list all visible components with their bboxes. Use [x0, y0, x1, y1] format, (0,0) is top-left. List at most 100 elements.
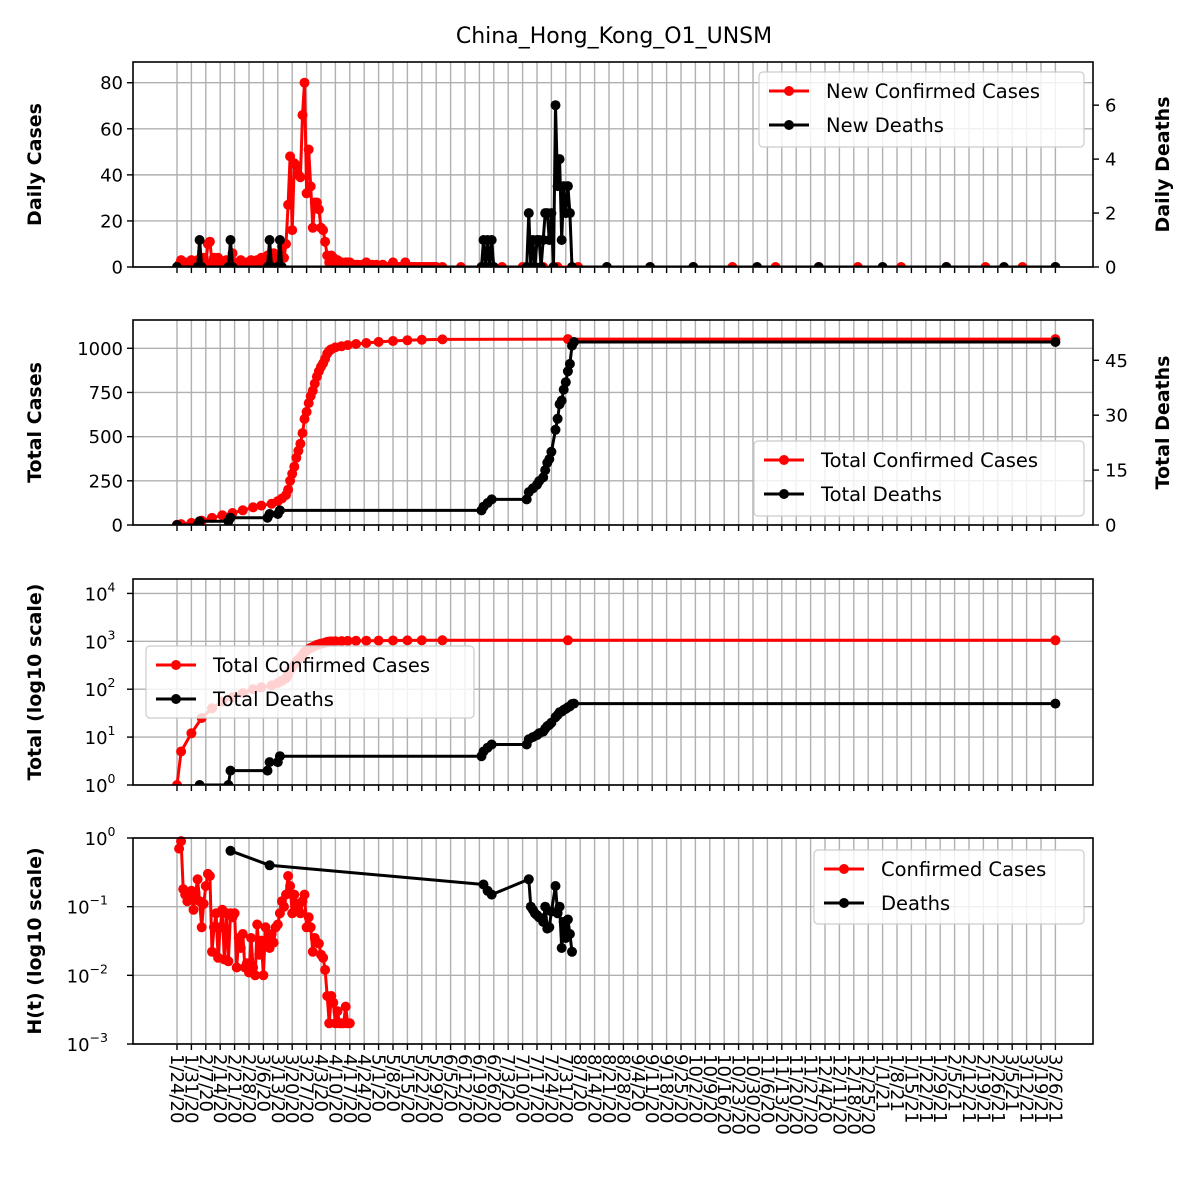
data-point [340, 1001, 351, 1012]
data-point [303, 912, 314, 923]
y-tick-exponent: −2 [90, 961, 108, 976]
y-tick-exponent: 0 [108, 771, 116, 786]
legend-item: Total Deaths [156, 688, 334, 711]
x-tick-label: 7/24/20 [540, 1054, 561, 1123]
data-point [176, 746, 187, 757]
x-tick-label: 6/19/20 [468, 1054, 489, 1123]
y-right-axis-label: Total Deaths [1152, 356, 1174, 490]
x-tick-label: 10/9/20 [699, 1054, 720, 1123]
x-tick-label: 5/15/20 [396, 1054, 417, 1123]
data-point [313, 204, 324, 215]
legend-marker [779, 455, 789, 465]
data-point [264, 235, 275, 245]
legend-box [813, 849, 1085, 925]
legend: New Confirmed Cases New Deaths [758, 71, 1085, 148]
data-point [295, 908, 306, 919]
data-point [299, 77, 310, 88]
y-tick-label: 0 [112, 258, 123, 279]
x-tick-label: 12/11/20 [828, 1054, 849, 1135]
data-point [305, 181, 316, 192]
data-point [223, 780, 234, 785]
data-point [289, 461, 300, 472]
y-axis-label: Daily Cases [24, 103, 46, 226]
legend-item: Confirmed Cases [824, 858, 1046, 881]
legend-item: Total Deaths [764, 483, 942, 506]
x-tick-label: 3/27/20 [296, 1054, 317, 1123]
legend-box [145, 645, 475, 719]
y-right-tick-label: 45 [1105, 351, 1128, 372]
x-tick-label: 1/31/20 [180, 1054, 201, 1123]
data-point [295, 172, 306, 183]
data-point [250, 970, 261, 981]
data-point [645, 262, 656, 267]
data-point [562, 635, 573, 646]
series-total-deaths [194, 698, 1061, 785]
x-tick-label: 7/3/20 [497, 1054, 518, 1112]
data-point [305, 922, 316, 933]
data-point [344, 1018, 355, 1029]
y-right-tick-label: 4 [1105, 150, 1116, 171]
data-point [246, 933, 257, 943]
legend-marker [171, 660, 181, 670]
data-point [328, 997, 339, 1008]
data-point [231, 962, 242, 973]
data-point [550, 100, 561, 111]
data-point [486, 494, 497, 505]
x-tick-label: 3/12/21 [1016, 1054, 1037, 1123]
data-layer [172, 334, 1061, 525]
data-point [274, 235, 285, 245]
data-point [281, 889, 291, 900]
data-point [320, 964, 331, 975]
data-point [303, 144, 314, 155]
data-point [192, 874, 203, 885]
data-point [248, 962, 259, 973]
data-point [289, 889, 300, 900]
axes-frame [132, 837, 1094, 1045]
legend-item: New Confirmed Cases [769, 80, 1040, 103]
legend-box [753, 440, 1085, 517]
x-tick-label: 1/29/21 [929, 1054, 950, 1123]
data-point [554, 154, 565, 165]
data-point [227, 262, 238, 267]
x-tick-label: 6/26/20 [483, 1054, 504, 1123]
data-point [248, 502, 259, 513]
data-point [556, 943, 567, 953]
data-layer [172, 77, 1061, 267]
y-tick-label: 500 [89, 427, 123, 448]
data-point [1050, 698, 1061, 709]
data-point [437, 334, 448, 345]
data-point [200, 881, 211, 891]
data-point [252, 919, 263, 930]
y-tick-exponent: −1 [90, 893, 108, 908]
data-point [813, 262, 824, 267]
data-point [550, 424, 561, 435]
data-point [301, 406, 312, 417]
data-point [287, 225, 298, 236]
y-tick-exponent: 0 [108, 824, 116, 839]
x-tick-label: 1/8/21 [886, 1054, 907, 1112]
y-right-tick-label: 15 [1105, 461, 1128, 482]
data-point [999, 262, 1009, 267]
data-point [567, 262, 577, 267]
y-tick-exponent: 4 [108, 579, 116, 594]
y-axis-label: H(t) (log10 scale) [24, 847, 46, 1034]
data-point [264, 757, 275, 768]
y-axis-label: Total Cases [24, 362, 46, 483]
legend-label: New Confirmed Cases [826, 80, 1040, 103]
x-tick-label: 4/24/20 [353, 1054, 374, 1123]
x-tick-label: 1/22/21 [915, 1054, 936, 1123]
data-point [223, 956, 234, 967]
data-point [256, 500, 267, 511]
data-point [564, 208, 575, 219]
y-right-tick-label: 6 [1105, 96, 1116, 117]
legend-item: New Deaths [769, 114, 944, 137]
data-point [560, 377, 571, 388]
y-axis-label: Total (log10 scale) [24, 584, 46, 781]
data-point [388, 336, 398, 346]
data-point [172, 262, 182, 267]
data-point [488, 262, 499, 267]
data-point [225, 512, 236, 523]
